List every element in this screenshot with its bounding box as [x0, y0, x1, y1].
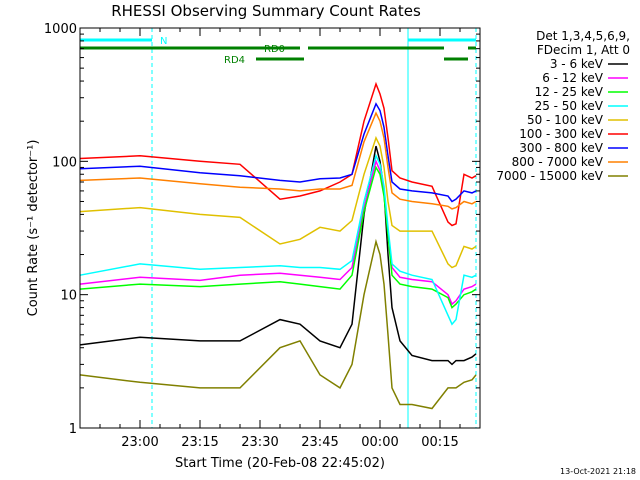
state-bar-label-rd4: RD4 — [224, 55, 245, 66]
y-tick-label-1: 10 — [60, 289, 77, 304]
legend-label-0: 3 - 6 keV — [550, 57, 604, 71]
series-line-1 — [79, 158, 477, 306]
series-line-4 — [79, 135, 477, 269]
legend-label-2: 12 - 25 keV — [535, 85, 604, 99]
x-tick-label-5: 00:15 — [421, 435, 458, 450]
series-line-0 — [79, 145, 477, 366]
x-tick-label-4: 00:00 — [361, 435, 398, 450]
x-axis-ticks: 23:00 23:15 23:30 23:45 00:00 00:15 — [79, 28, 481, 450]
legend-label-8: 7000 - 15000 keV — [496, 169, 603, 183]
y-tick-label-0: 1 — [69, 422, 77, 437]
state-bar-label-n: N — [160, 36, 167, 47]
series-line-7 — [79, 111, 477, 210]
state-bar-label-rd0: RD0 — [264, 44, 285, 55]
y-tick-label-2: 100 — [52, 155, 77, 170]
series-line-8 — [79, 238, 477, 410]
y-axis-label: Count Rate (s⁻¹ detector⁻¹) — [26, 140, 41, 317]
x-tick-label-2: 23:30 — [241, 435, 278, 450]
legend-header-0: Det 1,3,4,5,6,9, — [536, 29, 630, 43]
series-line-5 — [79, 81, 477, 227]
legend-label-1: 6 - 12 keV — [542, 71, 604, 85]
legend: Det 1,3,4,5,6,9,FDecim 1, Att 03 - 6 keV… — [496, 29, 630, 183]
legend-header-1: FDecim 1, Att 0 — [537, 43, 630, 57]
y-axis-ticks: 1 10 100 1000 — [44, 22, 480, 437]
chart-title: RHESSI Observing Summary Count Rates — [111, 2, 421, 20]
timestamp: 13-Oct-2021 21:18 — [560, 467, 636, 476]
legend-label-4: 50 - 100 keV — [527, 113, 604, 127]
x-tick-label-0: 23:00 — [121, 435, 158, 450]
series-line-6 — [79, 102, 477, 203]
legend-label-7: 800 - 7000 keV — [512, 155, 604, 169]
series-line-3 — [79, 153, 477, 326]
plot-frame — [79, 27, 481, 429]
x-axis-label: Start Time (20-Feb-08 22:45:02) — [175, 456, 385, 471]
series-line-2 — [79, 165, 477, 309]
legend-label-3: 25 - 50 keV — [535, 99, 604, 113]
series-lines — [79, 81, 477, 410]
x-tick-label-1: 23:15 — [181, 435, 218, 450]
legend-label-6: 300 - 800 keV — [519, 141, 603, 155]
legend-label-5: 100 - 300 keV — [519, 127, 603, 141]
y-tick-label-3: 1000 — [44, 22, 77, 37]
state-bars: N RD0 RD4 — [80, 36, 476, 66]
x-tick-label-3: 23:45 — [301, 435, 338, 450]
vertical-markers — [79, 28, 477, 428]
